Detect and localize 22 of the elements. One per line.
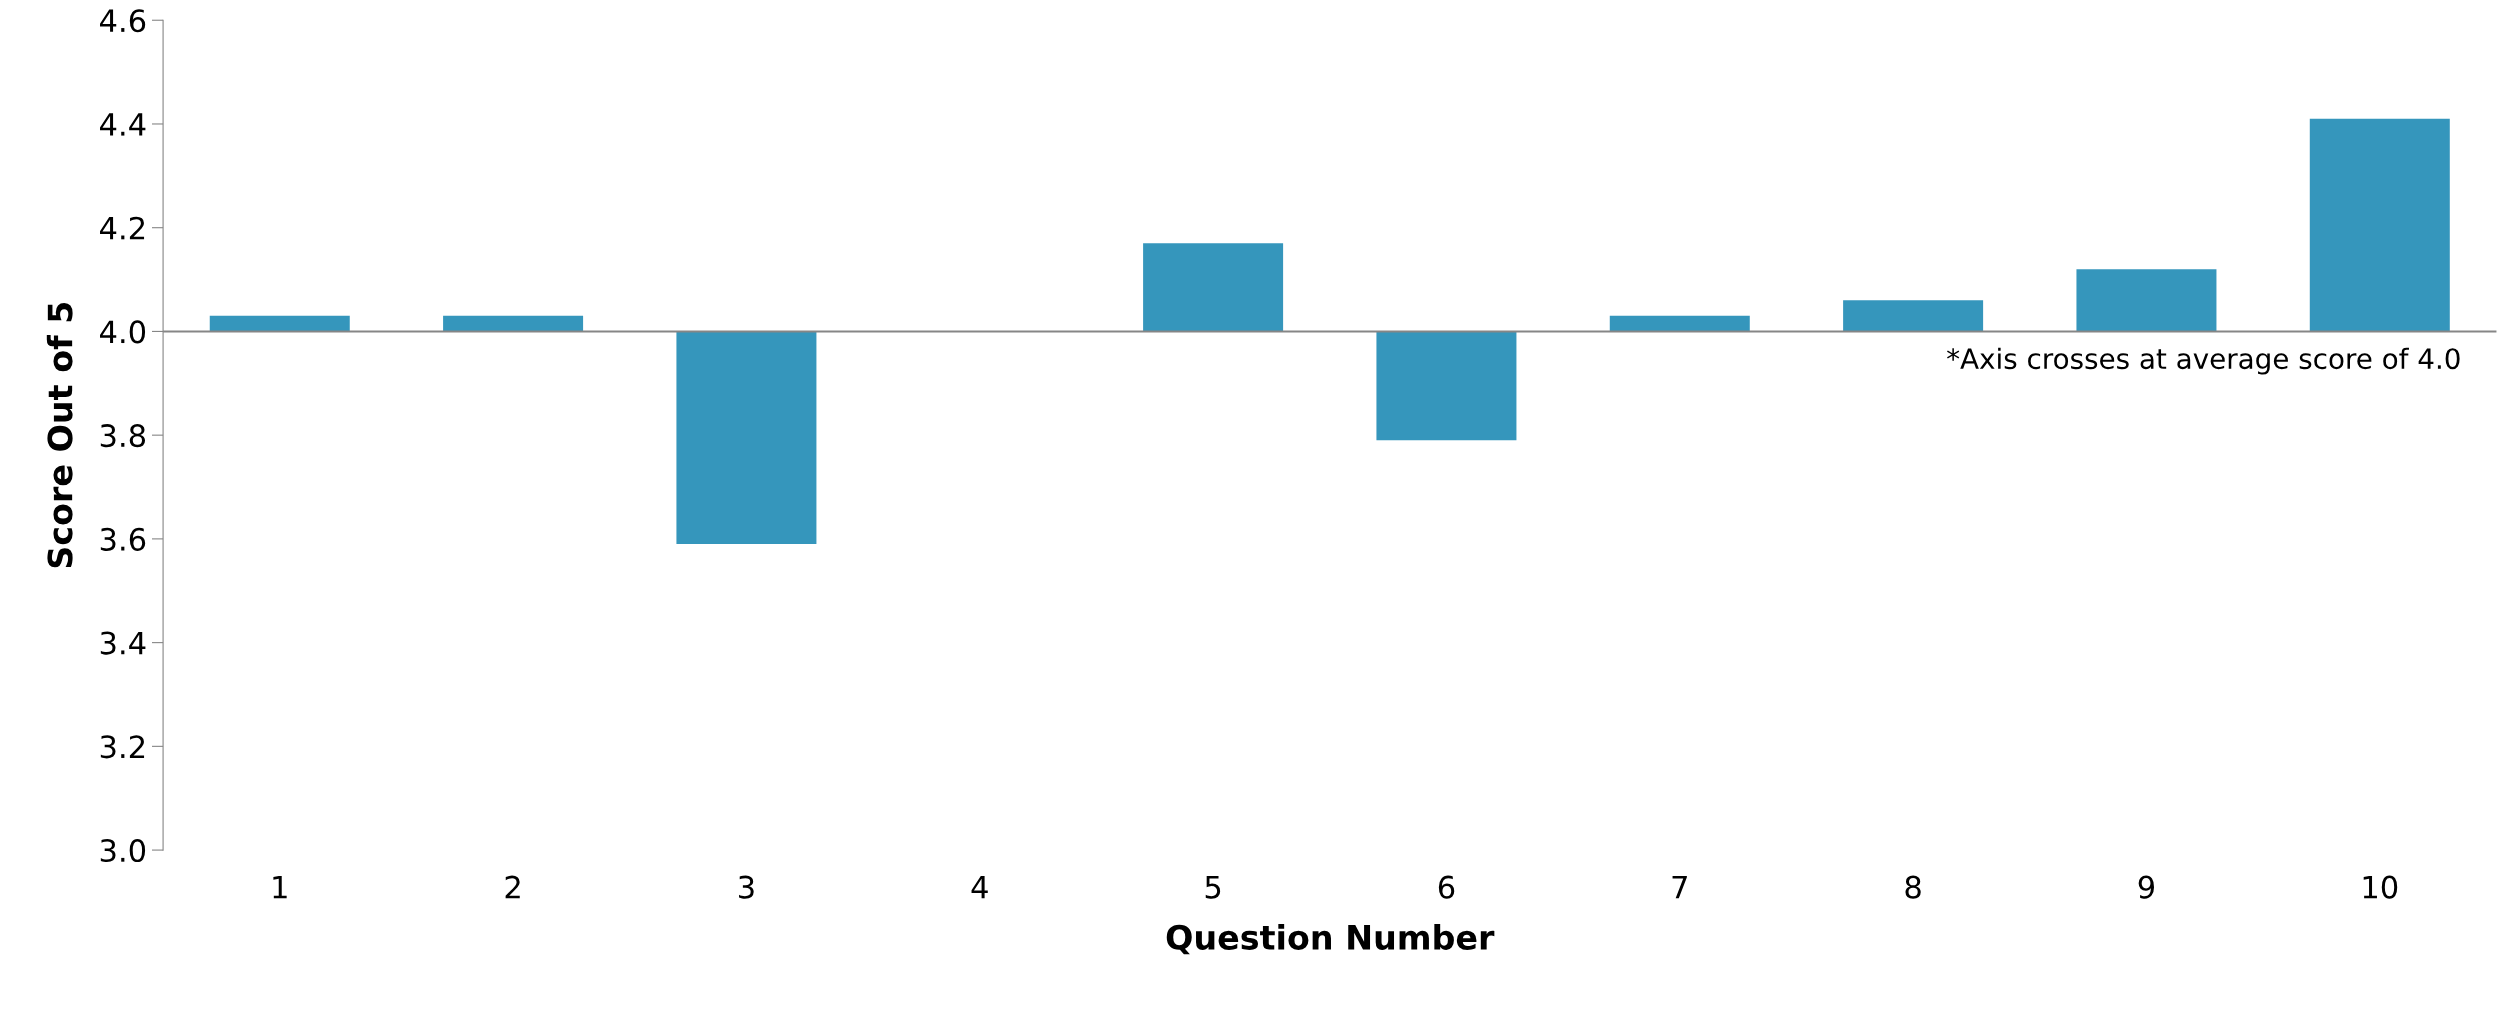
x-tick-label: 4 bbox=[971, 876, 988, 899]
x-tick-label: 3 bbox=[739, 875, 754, 899]
y-tick-label: 4.4 bbox=[100, 113, 146, 136]
x-tick-label: 6 bbox=[1438, 875, 1455, 899]
y-tick-label: 3.4 bbox=[100, 631, 146, 655]
x-tick-label: 1 bbox=[273, 876, 287, 899]
y-tick-label: 3.8 bbox=[100, 424, 146, 448]
y-tick-label: 3.0 bbox=[100, 839, 146, 863]
y-tick-label: 4.0 bbox=[100, 320, 146, 344]
x-tick-label: 8 bbox=[1905, 875, 1921, 899]
x-tick-label: 2 bbox=[505, 875, 520, 899]
x-tick-label: 7 bbox=[1672, 876, 1687, 899]
x-tick-label: 5 bbox=[1205, 876, 1221, 899]
x-axis-title: Question Number bbox=[1166, 924, 1495, 955]
y-tick-label: 3.6 bbox=[100, 527, 146, 551]
y-tick-label: 3.2 bbox=[100, 735, 145, 759]
x-tick-label: 10 bbox=[2363, 875, 2398, 899]
annotation: *Axis crosses at average score of 4.0 bbox=[1947, 347, 2460, 375]
y-axis-title: Score Out of 5 bbox=[46, 302, 73, 568]
y-tick-label: 4.6 bbox=[100, 9, 146, 33]
x-tick-label: 9 bbox=[2138, 875, 2155, 899]
y-tick-label: 4.2 bbox=[100, 216, 145, 240]
